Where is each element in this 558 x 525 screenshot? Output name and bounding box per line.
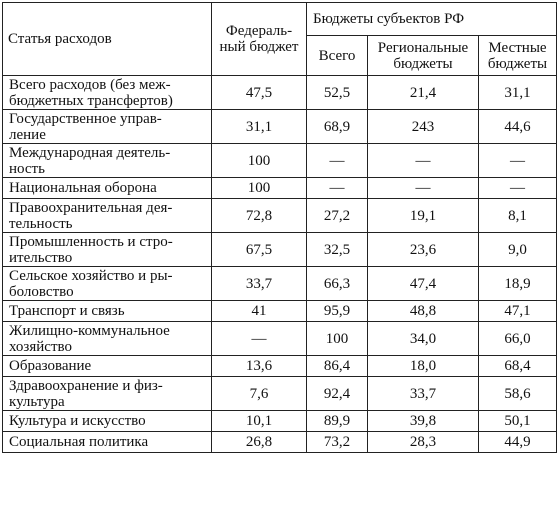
cell-total: 86,4 [306, 355, 368, 377]
table-row: Всего расходов (без меж- бюджетных транс… [2, 75, 557, 110]
header-local-budgets: Местные бюджеты [478, 35, 557, 76]
expense-table-container: Статья расходов Федераль- ный бюджет Бюд… [2, 2, 557, 453]
table-row: Правоохранительная дея- тельность 72,8 27,… [2, 198, 557, 233]
header-regional-group: Бюджеты субъектов РФ [306, 2, 557, 36]
header-row-1: Статья расходов Федераль- ный бюджет Бюд… [2, 2, 557, 76]
table-row: Сельское хозяйство и ры- боловство 33,7 66… [2, 266, 557, 301]
cell-total: 92,4 [306, 376, 368, 411]
cell-federal: 72,8 [211, 198, 307, 233]
cell-local: 58,6 [478, 376, 557, 411]
cell-local: 66,0 [478, 321, 557, 356]
header-total: Всего [306, 35, 368, 76]
cell-regional: 243 [367, 109, 479, 144]
header-expense-item: Статья расходов [2, 2, 212, 76]
cell-local: — [478, 177, 557, 199]
cell-regional: — [367, 177, 479, 199]
cell-total: 68,9 [306, 109, 368, 144]
cell-federal: 7,6 [211, 376, 307, 411]
table-row: Образование 13,6 86,4 18,0 68,4 [2, 355, 557, 377]
cell-regional: — [367, 143, 479, 178]
table-row: Государственное управ- ление 31,1 68,9 243 4… [2, 109, 557, 144]
cell-regional: 48,8 [367, 300, 479, 322]
cell-federal: 100 [211, 143, 307, 178]
cell-federal: 31,1 [211, 109, 307, 144]
cell-local: 68,4 [478, 355, 557, 377]
cell-total: 95,9 [306, 300, 368, 322]
row-label: Международная деятель- ность [2, 143, 212, 178]
table-body: Всего расходов (без меж- бюджетных транс… [2, 75, 557, 453]
row-label: Национальная оборона [2, 177, 212, 199]
cell-total: 32,5 [306, 232, 368, 267]
cell-local: 31,1 [478, 75, 557, 110]
row-label: Сельское хозяйство и ры- боловство [2, 266, 212, 301]
row-label: Правоохранительная дея- тельность [2, 198, 212, 233]
table-row: Транспорт и связь 41 95,9 48,8 47,1 [2, 300, 557, 322]
cell-regional: 47,4 [367, 266, 479, 301]
header-regional-budgets: Региональные бюджеты [367, 35, 479, 76]
table-row: Национальная оборона 100— — — [2, 177, 557, 199]
cell-local: 50,1 [478, 410, 557, 432]
cell-regional: 33,7 [367, 376, 479, 411]
table-row: Жилищно-коммунальное хозяйство —100 34,0 66… [2, 321, 557, 356]
row-label: Жилищно-коммунальное хозяйство [2, 321, 212, 356]
cell-regional: 34,0 [367, 321, 479, 356]
cell-regional: 39,8 [367, 410, 479, 432]
cell-federal: 67,5 [211, 232, 307, 267]
table-row: Культура и искусство 10,1 89,9 39,8 50,1 [2, 410, 557, 432]
expense-table: Статья расходов Федераль- ный бюджет Бюд… [2, 2, 557, 453]
cell-local: 9,0 [478, 232, 557, 267]
cell-federal: 47,5 [211, 75, 307, 110]
row-label: Образование [2, 355, 212, 377]
cell-total: 100 [306, 321, 368, 356]
table-row: Здравоохранение и физ- культура 7,6 92,4 33… [2, 376, 557, 411]
cell-regional: 18,0 [367, 355, 479, 377]
table-header: Статья расходов Федераль- ный бюджет Бюд… [2, 2, 557, 76]
table-row: Социальная политика 26,8 73,2 28,3 44,9 [2, 431, 557, 453]
row-label: Транспорт и связь [2, 300, 212, 322]
cell-federal: 41 [211, 300, 307, 322]
cell-local: 47,1 [478, 300, 557, 322]
cell-federal: 33,7 [211, 266, 307, 301]
cell-regional: 23,6 [367, 232, 479, 267]
cell-local: 8,1 [478, 198, 557, 233]
table-row: Промышленность и стро- ительство 67,5 32,5… [2, 232, 557, 267]
cell-federal: 26,8 [211, 431, 307, 453]
cell-total: 52,5 [306, 75, 368, 110]
cell-federal: — [211, 321, 307, 356]
cell-total: 66,3 [306, 266, 368, 301]
cell-local: 44,9 [478, 431, 557, 453]
cell-local: 44,6 [478, 109, 557, 144]
cell-federal: 10,1 [211, 410, 307, 432]
row-label: Культура и искусство [2, 410, 212, 432]
cell-total: — [306, 143, 368, 178]
cell-total: — [306, 177, 368, 199]
row-label: Промышленность и стро- ительство [2, 232, 212, 267]
row-label: Здравоохранение и физ- культура [2, 376, 212, 411]
cell-local: — [478, 143, 557, 178]
cell-local: 18,9 [478, 266, 557, 301]
header-row-2: Всего Региональные бюджеты Местные бюдже… [3, 35, 557, 76]
row-label: Всего расходов (без меж- бюджетных транс… [2, 75, 212, 110]
cell-regional: 19,1 [367, 198, 479, 233]
cell-total: 89,9 [306, 410, 368, 432]
cell-total: 27,2 [306, 198, 368, 233]
row-label: Государственное управ- ление [2, 109, 212, 144]
cell-federal: 13,6 [211, 355, 307, 377]
cell-federal: 100 [211, 177, 307, 199]
table-row: Международная деятель- ность 100— — — [2, 143, 557, 178]
header-federal-budget: Федераль- ный бюджет [211, 2, 307, 76]
cell-regional: 21,4 [367, 75, 479, 110]
cell-total: 73,2 [306, 431, 368, 453]
cell-regional: 28,3 [367, 431, 479, 453]
row-label: Социальная политика [2, 431, 212, 453]
